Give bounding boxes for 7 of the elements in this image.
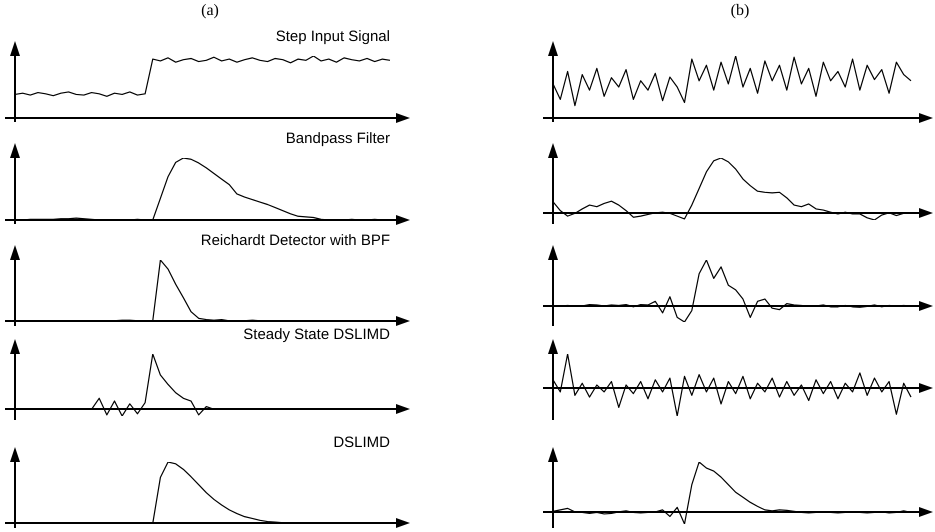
chart-title: (b) bbox=[730, 2, 750, 20]
text: Step Input Signal bbox=[276, 28, 390, 45]
text: Steady State DSLIMD bbox=[243, 326, 390, 343]
text: DSLIMD bbox=[333, 434, 390, 451]
chart-title: (a) bbox=[201, 2, 219, 20]
text: Bandpass Filter bbox=[286, 130, 390, 147]
text: Reichardt Detector with BPF bbox=[200, 232, 390, 249]
